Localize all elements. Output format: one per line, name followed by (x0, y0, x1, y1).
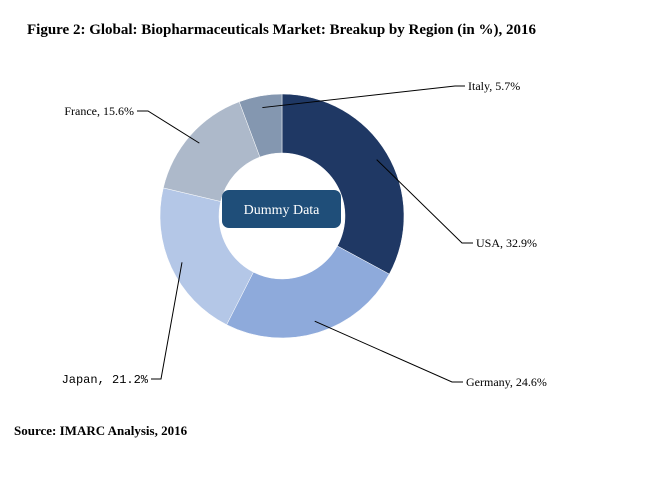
leader-line-usa (376, 159, 473, 244)
slice-usa (281, 93, 405, 275)
slice-japan (159, 187, 254, 326)
watermark-text: Dummy Data (244, 203, 321, 218)
leader-line-germany (314, 320, 463, 383)
label-japan: Japan, 21.2% (62, 373, 149, 387)
source-note: Source: IMARC Analysis, 2016 (14, 423, 188, 438)
leader-line-japan (151, 262, 183, 380)
label-france: France, 15.6% (64, 104, 134, 118)
watermark-box (222, 190, 341, 228)
leader-line-italy (262, 85, 465, 109)
label-italy: Italy, 5.7% (468, 79, 520, 93)
leader-line-france (137, 110, 200, 144)
slice-germany (226, 245, 390, 339)
label-germany: Germany, 24.6% (466, 375, 547, 389)
slice-labels: USA, 32.9% Germany, 24.6% Japan, 21.2% Fran… (62, 79, 547, 389)
slice-italy (238, 93, 283, 158)
watermark: Dummy Data (222, 190, 341, 228)
leader-lines (137, 85, 473, 383)
chart-title: Figure 2: Global: Biopharmaceuticals Mar… (27, 22, 537, 38)
donut-slices (159, 93, 405, 339)
label-usa: USA, 32.9% (476, 236, 537, 250)
